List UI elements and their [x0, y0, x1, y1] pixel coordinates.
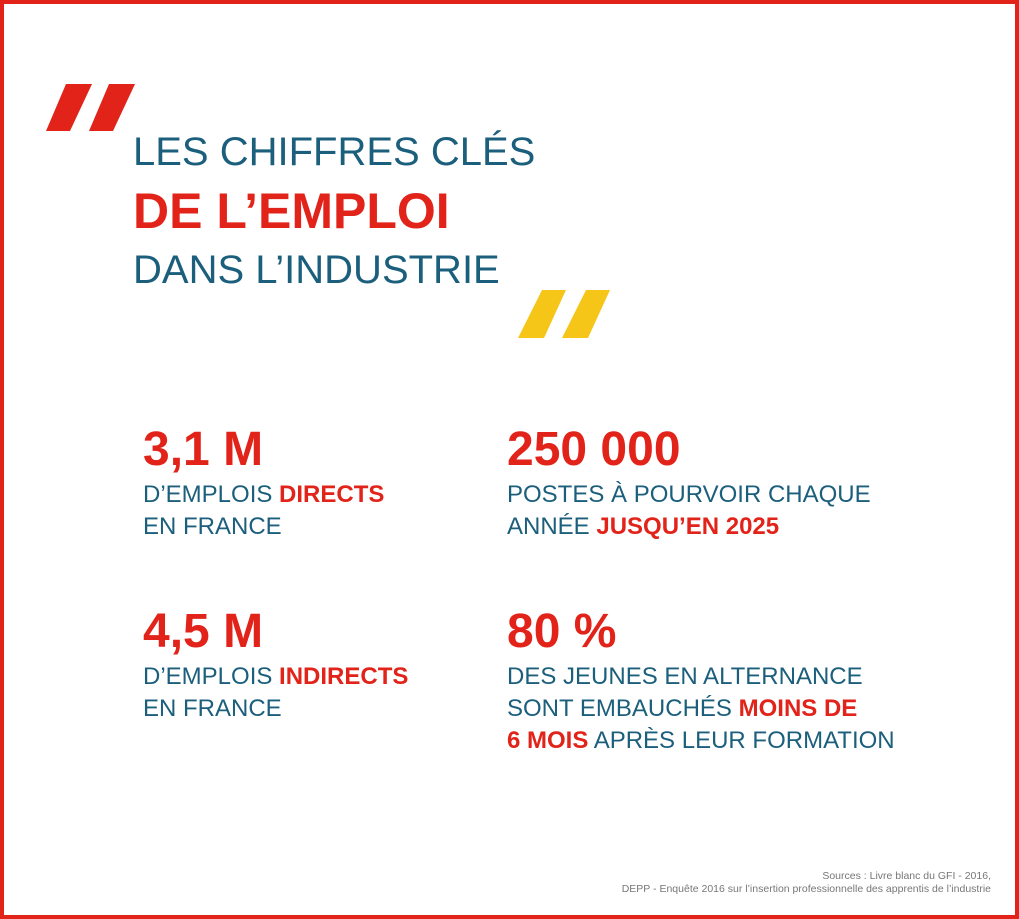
- close-quote: [518, 290, 610, 338]
- stat-value: 4,5 M: [143, 605, 264, 658]
- stat-text: SONT EMBAUCHÉS: [507, 695, 739, 722]
- stat-line: ANNÉE JUSQU’EN 2025: [507, 511, 871, 543]
- stat-highlight: DIRECTS: [279, 481, 385, 508]
- stat-text: D’EMPLOIS: [143, 481, 280, 508]
- stat: 80 % DES JEUNES EN ALTERNANCE SONT EMBAUCH…: [507, 604, 895, 757]
- decoration: [46, 84, 610, 338]
- title-line: LES CHIFFRES CLÉS: [133, 130, 536, 174]
- stat-value: 250 000: [507, 423, 681, 476]
- stat: 250 000 POSTES À POURVOIR CHAQUE ANNÉE JUS…: [507, 422, 871, 543]
- stat: 4,5 M D’EMPLOIS INDIRECTS EN FRANCE: [143, 604, 408, 725]
- stat-line: 6 MOIS APRÈS LEUR FORMATION: [507, 725, 895, 757]
- source: Sources : Livre blanc du GFI - 2016,: [822, 870, 991, 882]
- stat-text: EN FRANCE: [143, 695, 282, 722]
- open-quote: [46, 84, 135, 131]
- stat-text: APRÈS LEUR FORMATION: [588, 727, 895, 754]
- stat-line: D’EMPLOIS DIRECTS: [143, 479, 384, 511]
- stat-value: 3,1 M: [143, 423, 264, 476]
- stat-line: SONT EMBAUCHÉS MOINS DE: [507, 693, 895, 725]
- stat-text: DES JEUNES EN ALTERNANCE: [507, 663, 863, 690]
- stat-line: DES JEUNES EN ALTERNANCE: [507, 661, 895, 693]
- stat-highlight: 6 MOIS: [507, 727, 589, 754]
- stat-text: ANNÉE: [507, 513, 597, 540]
- title-line: DANS L’INDUSTRIE: [133, 248, 500, 292]
- stat-line: D’EMPLOIS INDIRECTS: [143, 661, 408, 693]
- title-highlight: DE L’EMPLOI: [133, 183, 450, 239]
- stat-text: POSTES À POURVOIR CHAQUE: [507, 481, 871, 508]
- stat-line: EN FRANCE: [143, 511, 384, 543]
- stat-highlight: JUSQU’EN 2025: [596, 513, 780, 540]
- stat: 3,1 M D’EMPLOIS DIRECTS EN FRANCE: [143, 422, 384, 543]
- stat-text: EN FRANCE: [143, 513, 282, 540]
- stat-highlight: INDIRECTS: [279, 663, 409, 690]
- stat-line: EN FRANCE: [143, 693, 408, 725]
- stat-value: 80 %: [507, 605, 617, 658]
- stat-line: POSTES À POURVOIR CHAQUE: [507, 479, 871, 511]
- stat-text: D’EMPLOIS: [143, 663, 280, 690]
- source: DEPP - Enquête 2016 sur l’insertion prof…: [621, 883, 991, 895]
- stat-highlight: MOINS DE: [738, 695, 858, 722]
